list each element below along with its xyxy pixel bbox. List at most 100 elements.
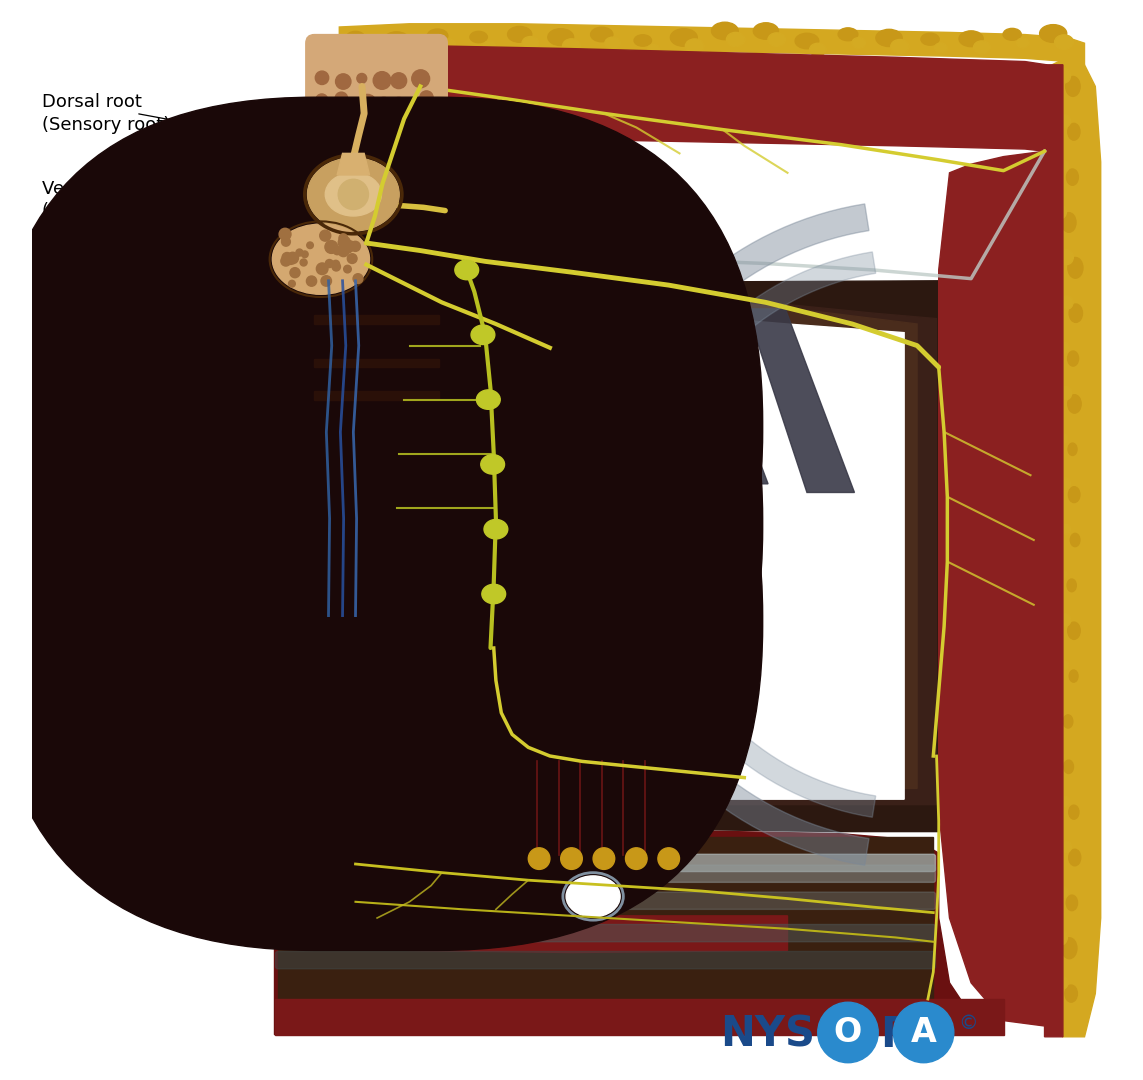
Ellipse shape <box>1055 976 1066 989</box>
Ellipse shape <box>1064 348 1079 369</box>
Ellipse shape <box>427 31 447 44</box>
Ellipse shape <box>343 31 368 49</box>
Text: Ventral root
(Motor root): Ventral root (Motor root) <box>42 179 150 220</box>
Polygon shape <box>274 270 938 832</box>
Circle shape <box>378 144 394 159</box>
Circle shape <box>411 70 430 87</box>
Polygon shape <box>314 391 439 400</box>
Text: Ramus communicans: Ramus communicans <box>42 555 235 572</box>
Circle shape <box>377 308 390 320</box>
FancyBboxPatch shape <box>0 194 762 853</box>
Polygon shape <box>278 272 936 805</box>
Ellipse shape <box>547 30 574 46</box>
Ellipse shape <box>687 42 703 55</box>
Circle shape <box>287 253 298 264</box>
Circle shape <box>286 255 295 265</box>
Circle shape <box>337 165 357 185</box>
Ellipse shape <box>1066 79 1078 94</box>
Ellipse shape <box>400 39 414 50</box>
Circle shape <box>381 168 394 183</box>
Circle shape <box>342 195 352 205</box>
Ellipse shape <box>753 23 780 40</box>
FancyBboxPatch shape <box>310 444 443 534</box>
Circle shape <box>344 266 351 273</box>
FancyBboxPatch shape <box>275 854 935 872</box>
Circle shape <box>319 216 328 227</box>
Circle shape <box>400 312 414 325</box>
Ellipse shape <box>1057 251 1069 264</box>
Circle shape <box>392 329 408 346</box>
Ellipse shape <box>307 158 399 231</box>
Text: Meningeal ramus: Meningeal ramus <box>42 334 198 351</box>
Circle shape <box>302 251 309 258</box>
Circle shape <box>376 359 390 373</box>
FancyBboxPatch shape <box>306 35 447 408</box>
Ellipse shape <box>1066 440 1080 459</box>
Polygon shape <box>334 43 1047 270</box>
Circle shape <box>376 97 392 112</box>
Polygon shape <box>582 204 869 865</box>
Circle shape <box>326 259 334 268</box>
Circle shape <box>331 260 339 268</box>
FancyBboxPatch shape <box>0 292 762 950</box>
Ellipse shape <box>672 32 696 48</box>
Polygon shape <box>938 65 1063 1037</box>
Circle shape <box>301 259 307 266</box>
Circle shape <box>314 285 331 303</box>
Circle shape <box>417 136 435 154</box>
Ellipse shape <box>506 23 533 40</box>
Circle shape <box>323 334 333 342</box>
Circle shape <box>894 1002 953 1063</box>
Circle shape <box>397 138 415 157</box>
Ellipse shape <box>717 28 734 39</box>
Circle shape <box>393 282 406 294</box>
Ellipse shape <box>836 26 861 42</box>
Circle shape <box>358 213 369 224</box>
Ellipse shape <box>589 29 615 45</box>
Ellipse shape <box>1068 667 1079 685</box>
Circle shape <box>344 384 353 393</box>
Circle shape <box>378 382 395 400</box>
Ellipse shape <box>810 43 825 54</box>
Circle shape <box>321 275 331 286</box>
Ellipse shape <box>729 38 742 46</box>
Circle shape <box>528 848 550 869</box>
Circle shape <box>362 120 373 131</box>
Circle shape <box>357 73 367 83</box>
Circle shape <box>336 214 349 226</box>
Ellipse shape <box>1054 932 1064 943</box>
Ellipse shape <box>1056 340 1070 355</box>
Circle shape <box>343 243 352 253</box>
Ellipse shape <box>1066 621 1080 640</box>
Circle shape <box>313 303 329 320</box>
Ellipse shape <box>441 41 455 52</box>
Circle shape <box>322 378 336 391</box>
Circle shape <box>382 281 394 294</box>
Ellipse shape <box>521 32 539 48</box>
Circle shape <box>279 228 291 240</box>
Circle shape <box>392 257 410 275</box>
Circle shape <box>561 848 582 869</box>
Circle shape <box>625 848 647 869</box>
Text: O: O <box>834 1016 862 1049</box>
Circle shape <box>290 268 299 278</box>
Circle shape <box>317 237 330 249</box>
Ellipse shape <box>631 33 654 49</box>
Polygon shape <box>314 315 439 324</box>
Circle shape <box>418 360 430 370</box>
Circle shape <box>360 138 375 154</box>
Circle shape <box>282 253 293 262</box>
Ellipse shape <box>1070 534 1079 546</box>
Text: Dorsal ramus (posterior)
with medial ramus and
lateral ramus: Dorsal ramus (posterior) with medial ram… <box>42 422 264 485</box>
Circle shape <box>415 232 433 251</box>
Circle shape <box>360 355 375 370</box>
FancyBboxPatch shape <box>522 751 674 864</box>
Text: Lateral cutaneous ramus: Lateral cutaneous ramus <box>544 507 769 524</box>
Ellipse shape <box>1054 748 1068 764</box>
Ellipse shape <box>1056 887 1066 897</box>
Circle shape <box>658 848 679 869</box>
Circle shape <box>374 116 391 133</box>
Circle shape <box>362 165 373 175</box>
Ellipse shape <box>272 224 369 295</box>
Circle shape <box>416 214 430 228</box>
